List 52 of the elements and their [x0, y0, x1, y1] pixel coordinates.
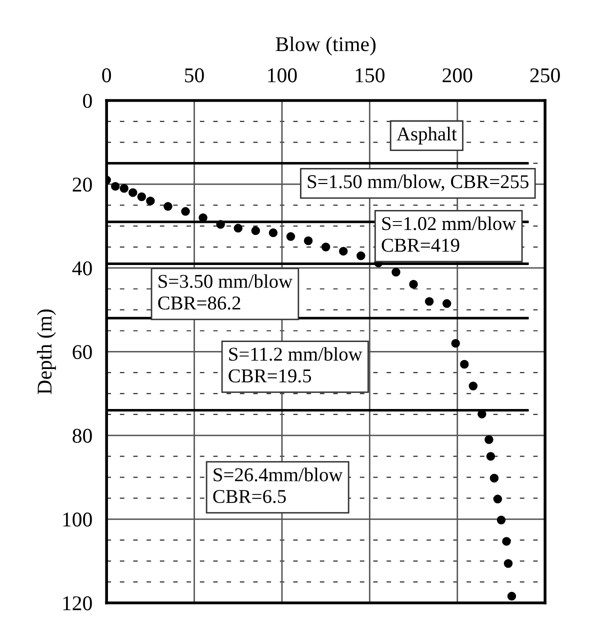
annotation: S=26.4mm/blow CBR=6.5	[213, 468, 343, 504]
point	[181, 207, 190, 216]
point	[356, 251, 366, 260]
point	[460, 360, 469, 369]
point	[286, 232, 296, 241]
x-axis-title: Blow (time)	[276, 36, 376, 56]
y-tick-label: 60	[72, 345, 92, 360]
point	[321, 242, 330, 252]
point	[484, 435, 494, 444]
point	[120, 184, 128, 193]
point	[424, 297, 434, 306]
point	[268, 228, 278, 238]
x-tick-label: 0	[102, 68, 111, 82]
annotation: S=3.50 mm/blow CBR=86.2	[158, 274, 292, 310]
y-tick-label: 80	[72, 428, 92, 443]
y-tick-label: 20	[72, 178, 92, 192]
point	[507, 592, 516, 601]
point	[164, 202, 172, 211]
point	[504, 559, 513, 568]
point	[304, 236, 313, 246]
point	[392, 268, 400, 277]
point	[442, 299, 452, 308]
y-tick-label: 100	[63, 512, 92, 527]
x-tick-label: 250	[530, 68, 560, 82]
point	[493, 494, 502, 504]
point	[490, 474, 499, 482]
point	[234, 224, 242, 233]
annotation: S=1.50 mm/blow, CBR=255	[308, 174, 528, 192]
point	[486, 452, 496, 461]
point	[251, 226, 260, 236]
annotation: Asphalt	[396, 126, 457, 144]
point	[146, 196, 155, 206]
annotation: S=1.02 mm/blow CBR=419	[382, 216, 516, 252]
point	[137, 192, 146, 202]
point	[338, 246, 348, 256]
y-tick-label: 40	[72, 261, 92, 276]
point	[110, 182, 120, 191]
point	[496, 516, 506, 524]
point	[409, 280, 418, 289]
x-tick-label: 50	[185, 68, 204, 82]
x-tick-label: 200	[442, 68, 472, 82]
point	[216, 220, 225, 229]
point	[128, 188, 138, 197]
point	[502, 536, 511, 546]
y-tick-label: 0	[83, 94, 92, 108]
annotation: S=11.2 mm/blow CBR=19.5	[228, 347, 362, 383]
x-tick-label: 100	[268, 68, 297, 82]
point	[451, 338, 460, 348]
point	[468, 382, 478, 390]
y-tick-label: 120	[63, 596, 92, 610]
x-tick-label: 150	[356, 68, 384, 82]
y-axis-title: Depth (m)	[36, 309, 56, 394]
